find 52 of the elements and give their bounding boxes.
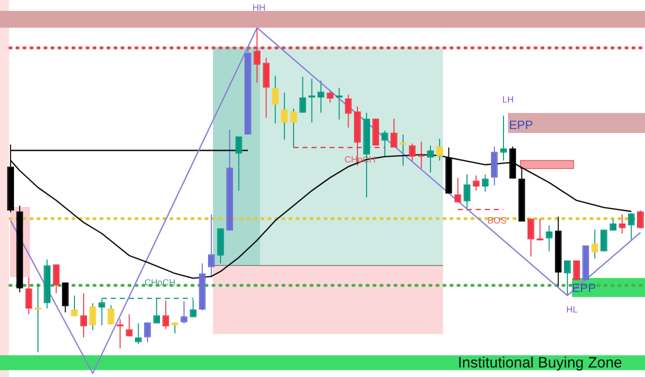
candlestick	[472, 174, 480, 192]
candlestick	[126, 314, 133, 337]
candlestick	[390, 118, 398, 148]
candlestick	[408, 143, 416, 162]
candlestick	[436, 138, 444, 161]
candlestick	[527, 218, 534, 258]
candlestick	[25, 276, 32, 315]
candlestick	[464, 174, 470, 211]
candlestick	[208, 214, 215, 278]
candlestick	[628, 212, 635, 241]
candlestick	[299, 76, 306, 114]
candlestick	[235, 136, 242, 192]
candlestick	[180, 300, 188, 324]
candlestick	[153, 296, 160, 324]
candlestick	[80, 292, 88, 338]
annotation: LH	[502, 94, 514, 104]
candlestick	[272, 75, 279, 124]
annotation: CHoCH	[144, 278, 176, 288]
candlestick	[144, 322, 151, 343]
candlestick	[591, 229, 598, 259]
candlestick	[637, 210, 644, 229]
candlestick	[546, 224, 553, 252]
candlestick	[381, 130, 388, 158]
candlestick	[618, 214, 626, 234]
candlestick	[500, 115, 507, 161]
annotation: BOS	[487, 216, 507, 226]
candlestick	[52, 264, 60, 294]
annotation: EPP	[508, 118, 534, 132]
candlestick	[190, 298, 197, 318]
candlestick	[108, 304, 114, 325]
candlestick	[308, 78, 316, 124]
candlestick	[254, 27, 260, 84]
candlestick	[162, 300, 170, 330]
candlestick	[482, 174, 489, 192]
candlestick	[326, 90, 334, 104]
annotation: HL	[566, 304, 578, 314]
candlestick	[454, 177, 462, 203]
text: HH	[252, 2, 266, 12]
band-label: Institutional Buying Zone	[458, 354, 622, 372]
candlestick	[564, 260, 571, 296]
candlestick	[71, 294, 78, 317]
candlestick	[336, 87, 343, 120]
candlestick	[427, 145, 434, 173]
candlestick	[98, 298, 106, 326]
candlestick	[262, 57, 270, 118]
candlestick	[62, 282, 69, 313]
candlestick	[89, 302, 96, 331]
candlestick	[318, 80, 324, 114]
candlestick	[281, 92, 288, 140]
candlestick	[490, 146, 498, 186]
candlestick	[344, 94, 352, 128]
candlestick	[290, 108, 297, 148]
